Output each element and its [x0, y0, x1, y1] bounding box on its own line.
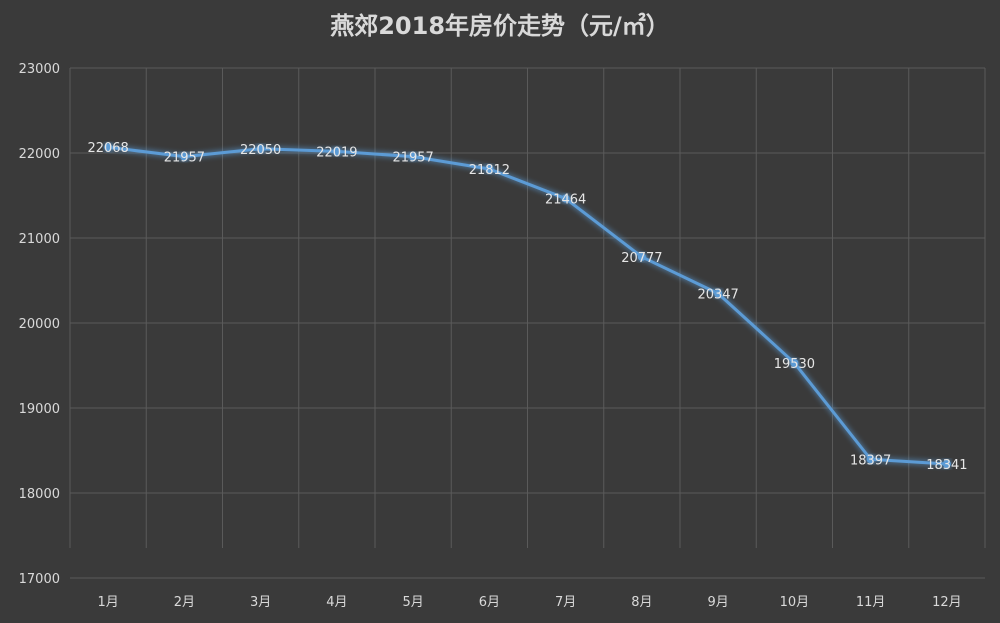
data-point	[180, 152, 189, 161]
series-line-path	[107, 145, 947, 466]
data-label: 22068	[87, 141, 128, 156]
x-tick-label: 3月	[250, 595, 271, 610]
y-tick-label: 18000	[19, 487, 60, 502]
x-tick-label: 8月	[631, 595, 652, 610]
y-tick-label: 19000	[19, 402, 60, 417]
y-tick-label: 21000	[19, 232, 60, 247]
y-tick-label: 17000	[19, 572, 60, 587]
data-point	[485, 164, 494, 173]
data-point	[409, 152, 418, 161]
data-label: 18397	[850, 453, 891, 468]
chart-title: 燕郊2018年房价走势（元/㎡）	[330, 12, 670, 40]
data-labels: 22068 21957 22050 22019 21957 21812 21464 20777…	[87, 141, 967, 473]
data-point	[942, 460, 951, 469]
data-point	[332, 147, 341, 156]
x-tick-label: 9月	[707, 595, 728, 610]
y-tick-label: 22000	[19, 147, 60, 162]
x-tick-label: 6月	[479, 595, 500, 610]
x-tick-label: 5月	[402, 595, 423, 610]
data-label: 21464	[545, 193, 586, 208]
x-axis-ticks: 1月 2月 3月 4月 5月 6月 7月 8月 9月 10月 11月 12月	[97, 595, 961, 610]
y-axis-ticks: 17000 18000 19000 20000 21000 22000 23000	[19, 62, 60, 587]
data-label: 20347	[697, 288, 738, 303]
y-tick-label: 23000	[19, 62, 60, 77]
data-point	[714, 289, 723, 298]
x-tick-label: 2月	[174, 595, 195, 610]
data-point	[866, 455, 875, 464]
data-label: 20777	[621, 251, 662, 266]
x-tick-label: 4月	[326, 595, 347, 610]
series-line	[104, 143, 951, 469]
data-point	[561, 194, 570, 203]
data-point	[104, 143, 113, 152]
x-tick-label: 11月	[856, 595, 886, 610]
grid	[69, 67, 986, 579]
x-tick-label: 10月	[780, 595, 810, 610]
data-point	[637, 252, 646, 261]
x-tick-label: 1月	[97, 595, 118, 610]
data-label: 21957	[164, 151, 205, 166]
data-label: 21957	[392, 151, 433, 166]
x-tick-label: 7月	[555, 595, 576, 610]
y-tick-label: 20000	[19, 317, 60, 332]
data-point	[790, 358, 799, 367]
data-label: 22019	[316, 145, 357, 160]
data-label: 18341	[926, 458, 967, 473]
data-label: 19530	[774, 357, 815, 372]
data-point	[256, 144, 265, 153]
data-label: 22050	[240, 143, 281, 158]
data-label: 21812	[469, 163, 510, 178]
x-tick-label: 12月	[932, 595, 962, 610]
